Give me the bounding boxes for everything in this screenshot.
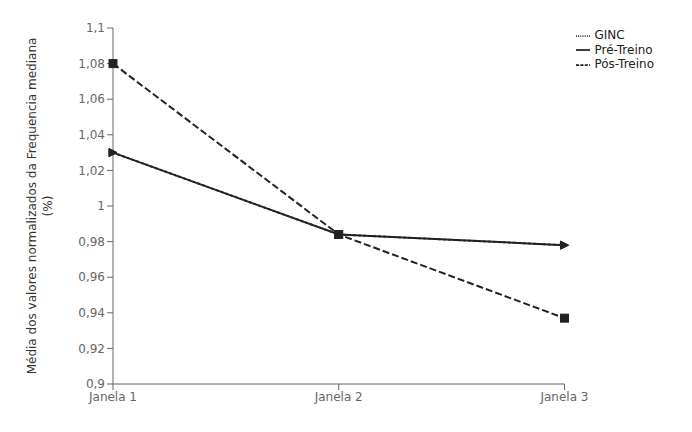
svg-text:0,92: 0,92 [78, 342, 105, 356]
svg-text:Janela 2: Janela 2 [314, 390, 363, 404]
svg-text:(%): (%) [41, 196, 55, 217]
svg-text:1: 1 [97, 199, 105, 213]
svg-text:1,02: 1,02 [78, 164, 105, 178]
svg-text:1,06: 1,06 [78, 92, 105, 106]
svg-text:0,9: 0,9 [86, 377, 105, 391]
svg-text:Média dos valores normalizados: Média dos valores normalizados da Freque… [25, 38, 39, 375]
svg-text:1,08: 1,08 [78, 57, 105, 71]
svg-text:0,98: 0,98 [78, 235, 105, 249]
svg-text:Janela 3: Janela 3 [539, 390, 588, 404]
html-text:Pós-Treino: Pós-Treino [594, 57, 654, 71]
html-text:Pré-Treino: Pré-Treino [594, 42, 653, 57]
svg-text:0,96: 0,96 [78, 270, 105, 284]
svg-text:1,1: 1,1 [86, 21, 105, 35]
svg-text:Janela 1: Janela 1 [88, 390, 137, 404]
html-text:GINC: GINC [594, 28, 625, 42]
svg-text:0,94: 0,94 [78, 306, 105, 320]
svg-text:1,04: 1,04 [78, 128, 105, 142]
